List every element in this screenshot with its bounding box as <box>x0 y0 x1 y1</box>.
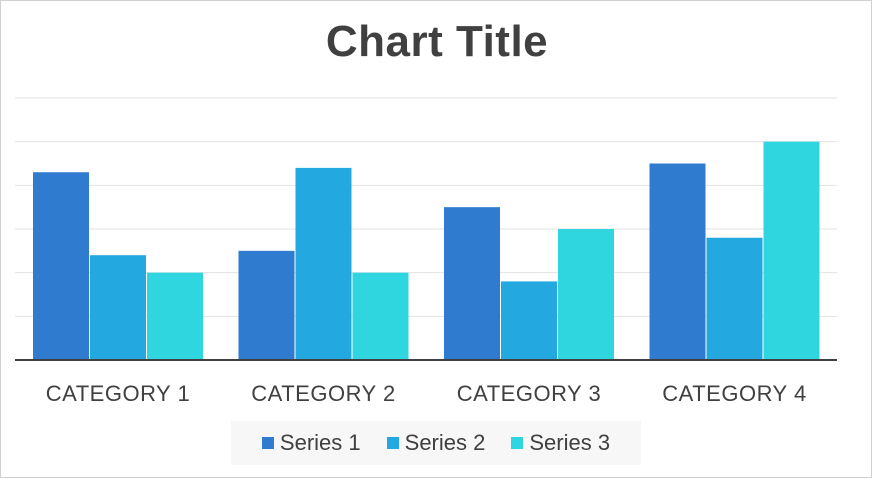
category-label: CATEGORY 1 <box>46 381 190 406</box>
legend-item-series-1: Series 1 <box>261 430 361 456</box>
bar-3-series-1 <box>444 207 500 360</box>
legend-label: Series 1 <box>279 430 361 455</box>
bar-4-series-1 <box>649 163 706 360</box>
bar-4-series-3 <box>763 141 820 360</box>
bar-2-series-1 <box>238 250 295 360</box>
category-label: CATEGORY 4 <box>662 381 806 406</box>
bar-4-series-2 <box>706 237 763 360</box>
legend-swatch <box>386 437 399 449</box>
legend-label: Series 3 <box>529 430 611 455</box>
category-label: CATEGORY 2 <box>251 381 395 406</box>
legend-swatch <box>261 437 274 449</box>
bar-1-series-3 <box>147 272 203 360</box>
bar-3-series-3 <box>558 229 614 360</box>
legend-swatch <box>511 437 524 449</box>
category-label: CATEGORY 3 <box>457 381 601 406</box>
bar-3-series-2 <box>501 281 557 360</box>
legend-item-series-2: Series 2 <box>386 430 486 456</box>
bar-2-series-2 <box>295 167 352 360</box>
legend-item-series-3: Series 3 <box>511 430 610 456</box>
bar-2-series-3 <box>352 272 409 360</box>
legend-label: Series 2 <box>404 430 486 455</box>
legend: Series 1 Series 2 Series 3 <box>231 421 641 465</box>
chart-title: Chart Title <box>325 17 549 66</box>
bar-1-series-1 <box>33 172 89 360</box>
bar-1-series-2 <box>90 255 146 360</box>
